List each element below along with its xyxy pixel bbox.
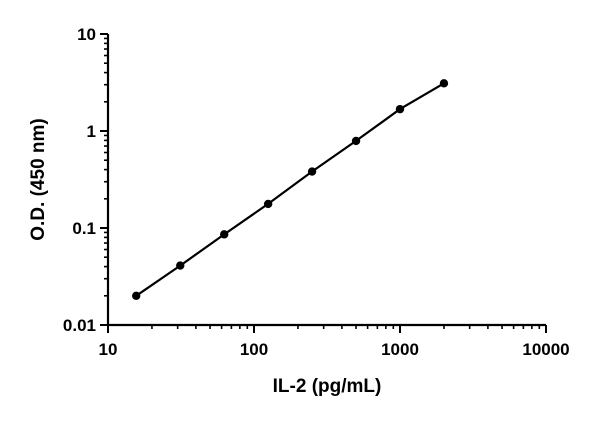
x-tick-label: 100	[240, 340, 268, 359]
data-point	[351, 136, 361, 146]
data-point	[439, 79, 449, 88]
x-tick-label: 10000	[522, 340, 569, 359]
x-axis-title: IL-2 (pg/mL)	[273, 376, 382, 397]
data-point	[219, 230, 229, 239]
data-point	[307, 167, 317, 176]
marks-group	[131, 79, 449, 301]
data-point	[176, 261, 185, 270]
x-tick-label: 1000	[381, 340, 419, 359]
y-tick-label: 0.01	[63, 316, 96, 335]
axes-group: 0.01 0.1 1 10 10 100 1000 10000	[63, 25, 570, 359]
series-line	[135, 82, 445, 297]
x-tick-label: 10	[99, 340, 118, 359]
y-tick-label: 1	[87, 122, 96, 141]
y-tick-label: 10	[77, 25, 96, 44]
y-tick-label: 0.1	[72, 219, 96, 238]
y-axis-title: O.D. (450 nm)	[28, 118, 49, 240]
data-point	[263, 199, 273, 209]
data-point	[395, 104, 405, 114]
data-point	[131, 291, 141, 301]
